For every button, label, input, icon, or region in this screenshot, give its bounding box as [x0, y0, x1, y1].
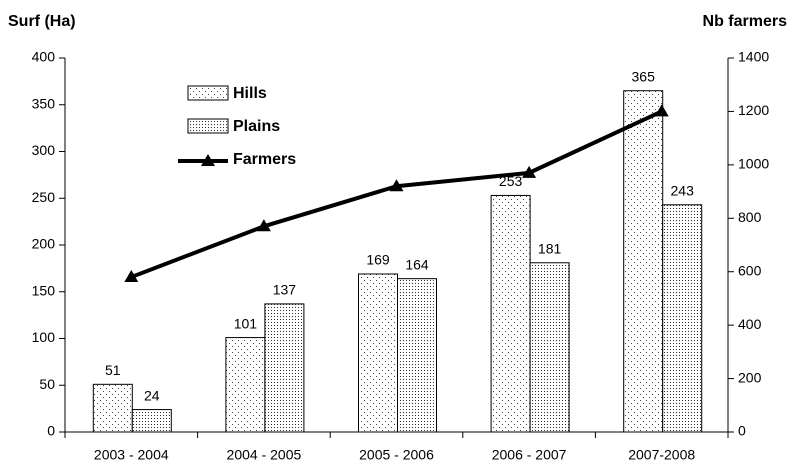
bar — [92, 383, 133, 433]
x-tick-label: 2005 - 2006 — [359, 447, 434, 463]
y-tick-label: 200 — [32, 236, 56, 252]
legend-text: Plains — [233, 118, 280, 135]
data-label: 243 — [671, 182, 695, 198]
bar — [131, 409, 172, 433]
bar — [225, 337, 266, 433]
bar — [490, 194, 531, 433]
y-tick-label: 150 — [32, 282, 56, 298]
y2-tick-label: 1000 — [738, 156, 769, 172]
line-marker — [124, 270, 139, 283]
line-marker — [389, 179, 404, 192]
x-tick-label: 2004 - 2005 — [227, 447, 302, 463]
data-label: 24 — [144, 387, 160, 403]
y2-tick-label: 0 — [738, 423, 746, 439]
y2-tick-label: 600 — [738, 262, 762, 278]
x-tick-label: 2007-2008 — [628, 447, 695, 463]
line-marker — [654, 104, 669, 117]
x-tick-label: 2006 - 2007 — [492, 447, 567, 463]
y-axis-title: Surf (Ha) — [8, 13, 76, 30]
data-label: 164 — [405, 256, 429, 272]
y-tick-label: 250 — [32, 189, 56, 205]
y-tick-label: 0 — [47, 423, 55, 439]
data-label: 169 — [366, 252, 390, 268]
y2-tick-label: 200 — [738, 369, 762, 385]
bar — [264, 303, 305, 433]
bar — [529, 262, 570, 433]
line — [130, 109, 663, 279]
y2-tick-label: 400 — [738, 316, 762, 332]
y-tick-label: 350 — [32, 95, 56, 111]
data-label: 365 — [632, 68, 656, 84]
legend-marker — [201, 154, 215, 166]
legend-swatch — [187, 85, 229, 101]
legend-swatch — [187, 118, 229, 134]
bar — [623, 90, 664, 433]
legend-text: Farmers — [233, 151, 296, 168]
y-tick-label: 50 — [39, 376, 55, 392]
legend-text: Hills — [233, 85, 267, 102]
y2-axis-title: Nb farmers — [703, 13, 788, 30]
bar — [662, 204, 703, 433]
y-tick-label: 300 — [32, 142, 56, 158]
data-label: 101 — [234, 315, 258, 331]
bar — [358, 273, 398, 433]
x-tick-label: 2003 - 2004 — [94, 447, 169, 463]
line-marker — [256, 219, 271, 232]
y2-tick-label: 800 — [738, 209, 762, 225]
y2-tick-label: 1400 — [738, 49, 769, 65]
bar — [397, 278, 437, 433]
data-label: 51 — [105, 362, 121, 378]
y2-tick-label: 1200 — [738, 102, 769, 118]
data-label: 137 — [273, 282, 297, 298]
y-tick-label: 400 — [32, 49, 56, 65]
line-marker — [522, 165, 537, 178]
y-tick-label: 100 — [32, 329, 56, 345]
data-label: 181 — [538, 240, 562, 256]
